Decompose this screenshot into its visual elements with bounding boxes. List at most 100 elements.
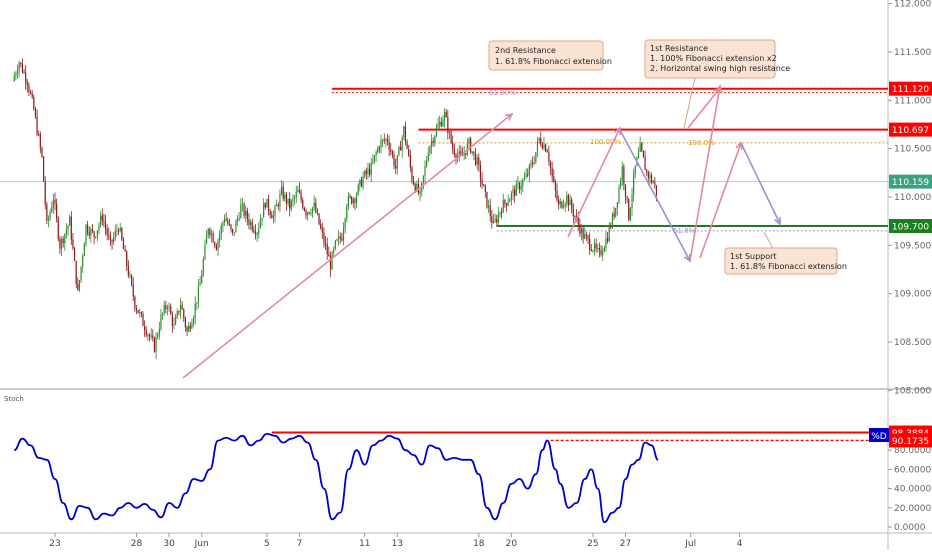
candle-body: [300, 192, 302, 201]
candle-body: [241, 204, 244, 206]
candle-body: [593, 243, 596, 251]
candle-body: [427, 153, 429, 161]
candle-body: [646, 169, 648, 172]
arrow-swing-down-a: [619, 129, 691, 262]
candle-body: [639, 143, 641, 152]
candle-body: [160, 314, 162, 330]
candle-body: [367, 168, 369, 174]
candle-body: [33, 97, 35, 110]
annotations-layer: 2nd Resistance 1. 61.8% Fibonacci extens…: [4, 39, 889, 442]
candle-body: [329, 256, 332, 270]
axes-layer: 112.000 111.500 111.000 110.500 110.000 109.5…: [49, 0, 932, 549]
candle-body: [186, 327, 188, 332]
time-tick-label: 4: [737, 539, 743, 549]
candle-body: [629, 208, 631, 220]
price-tick-label: 109.000: [894, 290, 931, 300]
candle-body: [254, 231, 257, 235]
candle-body: [502, 200, 504, 213]
candle-body: [38, 134, 40, 136]
candle-body: [461, 154, 464, 156]
candle-body: [411, 167, 413, 181]
candle-body: [189, 325, 191, 329]
candle-body: [196, 302, 198, 304]
candle-body: [150, 335, 152, 337]
candle-body: [65, 229, 68, 234]
fib-label-61-8-top: 61.80%: [489, 89, 516, 97]
candle-body: [170, 306, 172, 315]
candle-body: [181, 305, 183, 310]
candle-body: [398, 147, 400, 156]
candle-body: [346, 206, 348, 219]
candle-body: [364, 170, 366, 177]
candle-body: [240, 204, 242, 219]
candle-body: [527, 174, 529, 176]
candle-body: [598, 248, 601, 250]
stoch-tick-label: 40.0000: [894, 485, 931, 495]
price-tick-label: 109.500: [894, 241, 931, 251]
candle-body: [429, 146, 431, 154]
candle-body: [483, 184, 485, 187]
candle-body: [129, 275, 131, 277]
candle-body: [404, 126, 407, 142]
candle-body: [139, 312, 141, 314]
candle-body: [611, 213, 614, 227]
candle-body: [175, 317, 177, 325]
candle-body: [655, 185, 658, 195]
candle-body: [443, 112, 446, 121]
candle-body: [191, 323, 193, 329]
candle-body: [168, 306, 170, 308]
candle-body: [295, 192, 297, 198]
candle-body: [184, 318, 186, 328]
candle-body: [20, 62, 22, 64]
candle-body: [344, 218, 346, 229]
candle-body: [250, 222, 252, 226]
candle-body: [370, 162, 372, 175]
candle-body: [109, 236, 112, 240]
candle-body: [351, 196, 353, 204]
candle-body: [512, 189, 514, 193]
candle-body: [176, 310, 178, 318]
candle-body: [51, 207, 53, 213]
candle-body: [465, 152, 467, 155]
candle-body: [637, 151, 640, 158]
candle-body: [179, 305, 182, 313]
arrow-swing-up-b: [689, 85, 721, 262]
candle-body: [39, 134, 41, 148]
arrow-swing-up-a: [567, 127, 621, 238]
candle-body: [654, 182, 656, 186]
candle-body: [253, 229, 255, 232]
candle-body: [505, 203, 508, 206]
candle-body: [219, 234, 221, 241]
annotation-support-1[interactable]: 1st Support 1. 61.8% Fibonacci extension: [724, 247, 847, 275]
time-tick-label: Jun: [194, 539, 209, 549]
candle-body: [256, 233, 258, 235]
candle-body: [525, 174, 527, 178]
candle-body: [202, 259, 204, 275]
candle-body: [455, 154, 457, 159]
candle-body: [620, 180, 622, 188]
candle-body: [113, 236, 115, 243]
candle-body: [205, 235, 208, 245]
arrow-major-up: [182, 113, 513, 379]
arrow-swing-down-b: [740, 142, 781, 225]
candle-body: [41, 147, 43, 157]
candle-body: [26, 82, 28, 86]
arrow-to-resistance: [687, 87, 721, 129]
candle-body: [577, 217, 579, 225]
candle-body: [530, 163, 532, 166]
annotation-resistance-1[interactable]: 1st Resistance 1. 100% Fibonacci extensi…: [644, 39, 790, 79]
candle-body: [510, 192, 512, 200]
annotation-resistance-2[interactable]: 2nd Resistance 1. 61.8% Fibonacci extens…: [488, 40, 612, 71]
candle-body: [562, 206, 565, 208]
candle-body: [267, 198, 270, 211]
candle-body: [579, 224, 581, 234]
candle-body: [227, 220, 229, 225]
candle-body: [504, 200, 506, 204]
candle-body: [311, 207, 314, 214]
candle-body: [46, 204, 48, 221]
candle-body: [285, 194, 288, 204]
candle-body: [561, 201, 563, 208]
candle-body: [634, 165, 636, 175]
candle-body: [432, 140, 434, 143]
